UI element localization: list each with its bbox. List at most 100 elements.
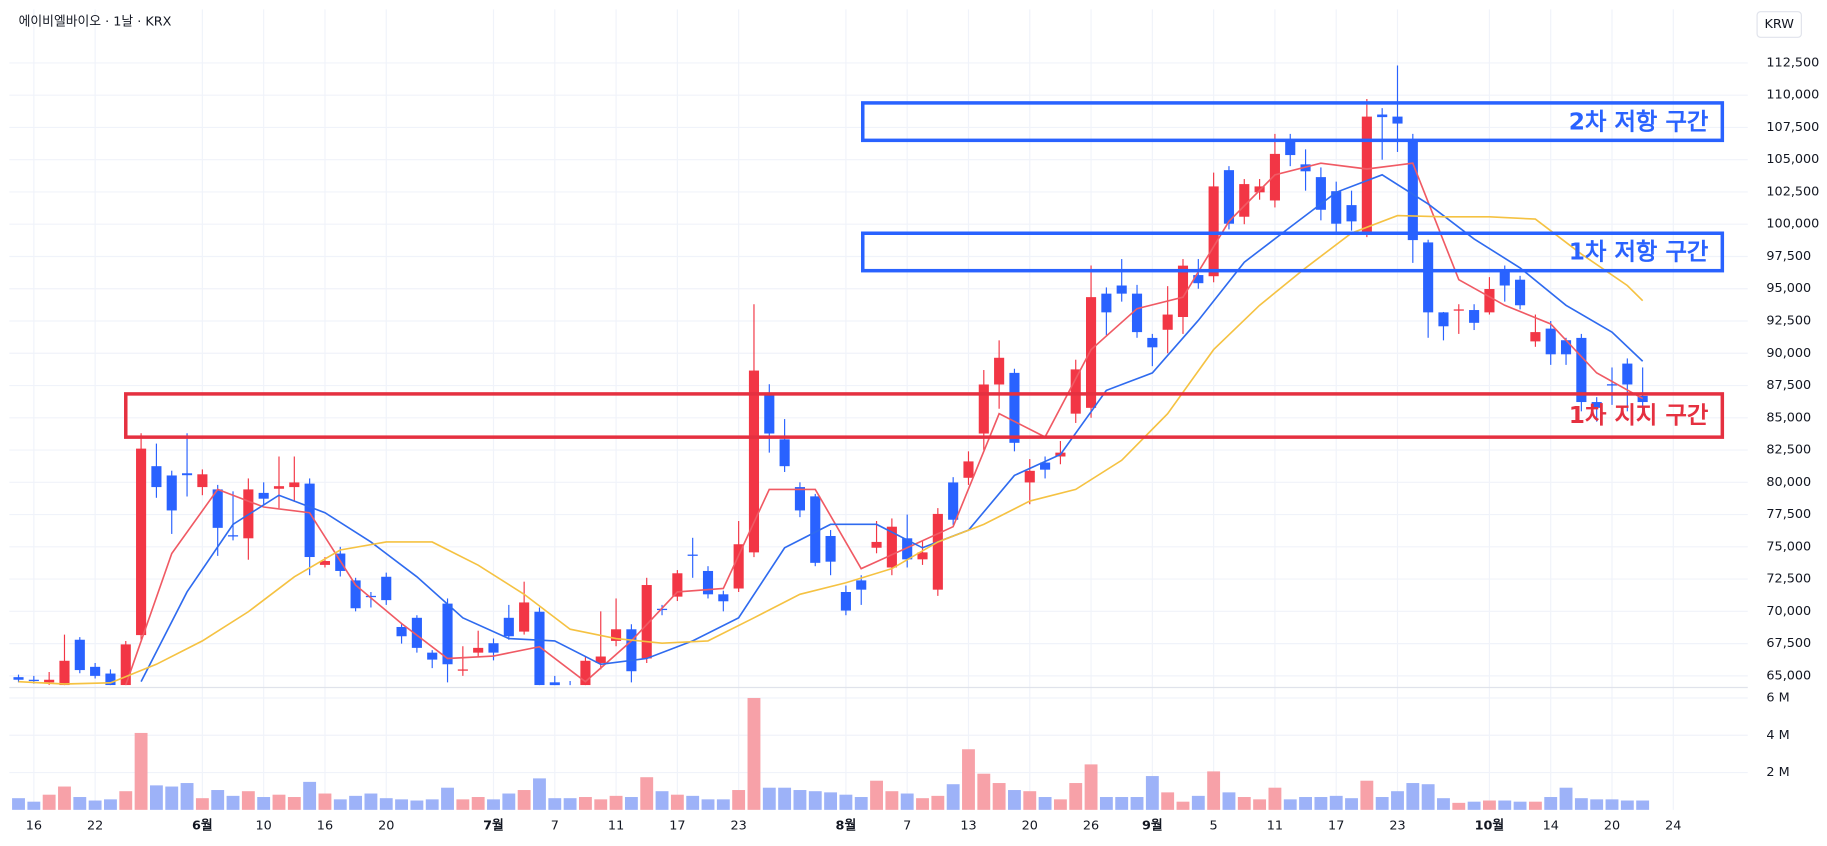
volume-bar (180, 783, 194, 810)
candle-body (1469, 310, 1480, 323)
volume-bar (701, 799, 715, 810)
volume-bar (1345, 798, 1358, 810)
y-tick-label: 92,500 (1766, 314, 1811, 329)
candle-body (1223, 170, 1235, 224)
x-tick-label: 13 (960, 819, 976, 834)
volume-bar (425, 799, 439, 810)
candle-body (166, 475, 177, 511)
volume-bar (287, 797, 301, 810)
volume-bar (1145, 776, 1159, 810)
volume-bar (1314, 797, 1328, 810)
chart-title: 에이비엘바이오 · 1날 · KRX (19, 15, 172, 30)
candle-body (1285, 139, 1296, 156)
candle-body (718, 594, 729, 602)
volume-bar (1360, 780, 1374, 810)
volume-bar (1038, 797, 1052, 810)
candle-body (1622, 363, 1633, 385)
y-tick-label: 80,000 (1766, 475, 1811, 490)
x-tick-label: 5 (1210, 819, 1218, 834)
candle-body (1070, 369, 1081, 414)
x-tick-label: 20 (1022, 819, 1038, 834)
volume-bar (88, 800, 102, 810)
candle-body (534, 611, 545, 686)
y-tick-label: 110,000 (1766, 88, 1819, 103)
candle-body (212, 489, 223, 528)
candle-body (258, 492, 269, 499)
volume-bar (379, 798, 393, 810)
volume-bar (119, 791, 133, 810)
candle-body (1560, 340, 1572, 355)
y-tick-label: 102,500 (1766, 184, 1819, 199)
volume-bar (303, 781, 317, 810)
candle-body (1606, 384, 1618, 386)
volume-bar (134, 732, 148, 810)
x-tick-label: 23 (731, 819, 747, 834)
candle-body (1361, 116, 1372, 234)
candle-body (1377, 114, 1388, 118)
volume-bar (839, 794, 853, 810)
candle-body (381, 576, 392, 601)
volume-bar (824, 792, 838, 810)
volume-bar (517, 790, 531, 810)
x-tick-label: 20 (1604, 819, 1620, 834)
candle-body (350, 580, 361, 609)
candle-body (1101, 293, 1112, 313)
x-tick-label: 16 (26, 819, 42, 834)
x-tick-label: 22 (87, 819, 103, 834)
volume-bar (747, 697, 761, 810)
candle-body (273, 486, 285, 489)
y-tick-label: 87,500 (1766, 378, 1811, 393)
y-tick-label: 90,000 (1766, 346, 1811, 361)
y-tick-label: 70,000 (1766, 604, 1811, 619)
zone-label: 1차 저항 구간 (1569, 239, 1709, 266)
candle-body (779, 439, 790, 467)
candle-body (182, 473, 193, 476)
y2-tick-label: 6 M (1766, 690, 1789, 705)
volume-bar (1620, 800, 1634, 810)
currency: KRW (1765, 17, 1795, 32)
volume-bar (900, 793, 914, 810)
volume-bar (165, 786, 179, 810)
y-tick-label: 95,000 (1766, 281, 1811, 296)
volume-bar (1084, 764, 1098, 810)
candle-body (856, 580, 867, 590)
volume-bar (1544, 797, 1558, 810)
candle-body (1147, 337, 1158, 348)
volume-bar (1191, 795, 1205, 810)
candle-body (227, 535, 239, 537)
volume-bar (1559, 787, 1573, 810)
candle-body (871, 541, 882, 548)
candle-body (488, 643, 499, 653)
candle-body (595, 656, 606, 663)
volume-bar (241, 791, 255, 810)
candle-body (105, 673, 116, 686)
candle-body (702, 570, 714, 595)
candle-body (825, 535, 836, 562)
candle-body (1591, 402, 1602, 408)
candle-body (120, 644, 131, 686)
price-pane (13, 65, 1648, 686)
y2-tick-label: 2 M (1766, 765, 1789, 780)
volume-bar (609, 795, 623, 810)
volume-pane (12, 697, 1650, 810)
volume-bar (441, 787, 454, 810)
volume-bar (104, 799, 117, 810)
candle-body (948, 482, 959, 520)
volume-bar (762, 787, 776, 810)
volume-bar (1437, 798, 1450, 810)
volume-bar (487, 799, 500, 810)
volume-bar (854, 797, 868, 810)
candle-body (1515, 279, 1526, 306)
x-tick-label: 8월 (836, 818, 857, 834)
volume-bar (1299, 797, 1313, 810)
volume-bar (1574, 798, 1588, 810)
x-tick-label: 20 (378, 819, 394, 834)
candle-body (1499, 270, 1510, 286)
volume-bar (318, 793, 332, 810)
zone-label: 2차 저항 구간 (1569, 108, 1709, 135)
candle-body (840, 591, 851, 611)
volume-bar (1482, 800, 1496, 810)
y-tick-label: 97,500 (1766, 249, 1811, 264)
candle-body (1315, 177, 1326, 210)
volume-bar (778, 787, 792, 810)
